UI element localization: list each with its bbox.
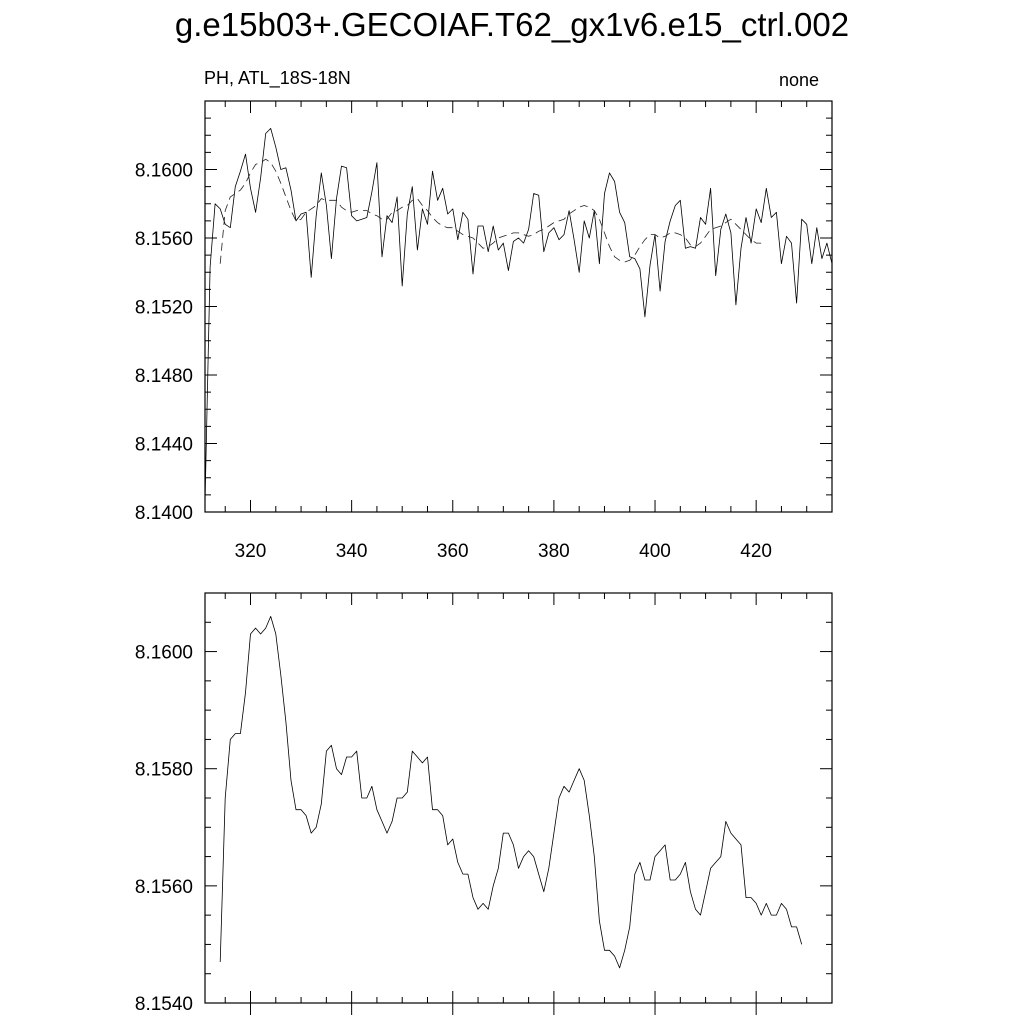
top-x-tick-label: 420	[740, 541, 772, 562]
top-y-tick-label: 8.1480	[135, 366, 193, 387]
bottom-y-tick-label: 8.1580	[135, 760, 193, 781]
figure-title: g.e15b03+.GECOIAF.T62_gx1v6.e15_ctrl.002	[174, 6, 850, 43]
top-y-tick-label: 8.1520	[135, 298, 193, 319]
bottom-y-tick-label: 8.1540	[135, 994, 193, 1015]
bottom-y-tick-label: 8.1600	[135, 643, 193, 664]
top-x-tick-label: 360	[437, 541, 469, 562]
top-series-solid-line	[205, 127, 832, 504]
top-y-tick-label: 8.1560	[135, 229, 193, 250]
top-x-tick-label: 380	[538, 541, 570, 562]
bottom-y-tick-label: 8.1560	[135, 877, 193, 898]
top-panel-left-string: PH, ATL_18S-18N	[204, 68, 351, 89]
top-panel: PH, ATL_18S-18N none 320 340 360 380 400 420 8…	[135, 68, 833, 562]
bottom-plot-frame	[204, 592, 833, 1004]
top-series-dashed-line	[219, 158, 762, 264]
top-x-tick-label: 320	[235, 541, 267, 562]
top-y-tick-label: 8.1440	[135, 435, 193, 456]
top-y-tick-label: 8.1400	[135, 503, 193, 524]
top-x-tick-label: 340	[336, 541, 368, 562]
top-panel-right-string: none	[779, 70, 819, 90]
top-x-tick-label: 400	[639, 541, 671, 562]
top-plot-frame	[204, 100, 833, 513]
top-y-tick-label: 8.1600	[135, 161, 193, 182]
bottom-series-solid-line	[219, 616, 803, 969]
bottom-panel: 8.1540 8.1560 8.1580 8.1600	[135, 592, 833, 1015]
